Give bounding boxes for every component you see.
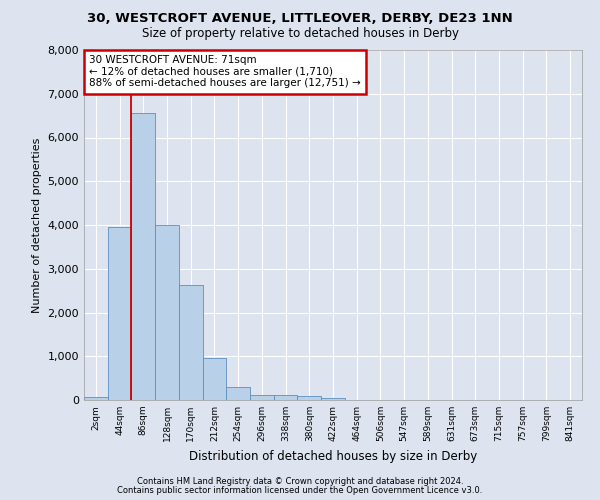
Text: Contains HM Land Registry data © Crown copyright and database right 2024.: Contains HM Land Registry data © Crown c… xyxy=(137,477,463,486)
Text: Size of property relative to detached houses in Derby: Size of property relative to detached ho… xyxy=(142,28,458,40)
Bar xyxy=(155,225,179,400)
Bar xyxy=(179,286,203,400)
Y-axis label: Number of detached properties: Number of detached properties xyxy=(32,138,42,312)
Bar xyxy=(108,227,131,400)
Bar xyxy=(84,396,108,400)
Bar xyxy=(274,395,298,400)
Bar xyxy=(131,114,155,400)
Text: 30, WESTCROFT AVENUE, LITTLEOVER, DERBY, DE23 1NN: 30, WESTCROFT AVENUE, LITTLEOVER, DERBY,… xyxy=(87,12,513,26)
Bar xyxy=(203,358,226,400)
Bar xyxy=(298,396,321,400)
Bar xyxy=(226,387,250,400)
Text: 30 WESTCROFT AVENUE: 71sqm
← 12% of detached houses are smaller (1,710)
88% of s: 30 WESTCROFT AVENUE: 71sqm ← 12% of deta… xyxy=(89,56,361,88)
Text: Contains public sector information licensed under the Open Government Licence v3: Contains public sector information licen… xyxy=(118,486,482,495)
X-axis label: Distribution of detached houses by size in Derby: Distribution of detached houses by size … xyxy=(189,450,477,462)
Bar xyxy=(250,395,274,400)
Bar xyxy=(321,398,345,400)
